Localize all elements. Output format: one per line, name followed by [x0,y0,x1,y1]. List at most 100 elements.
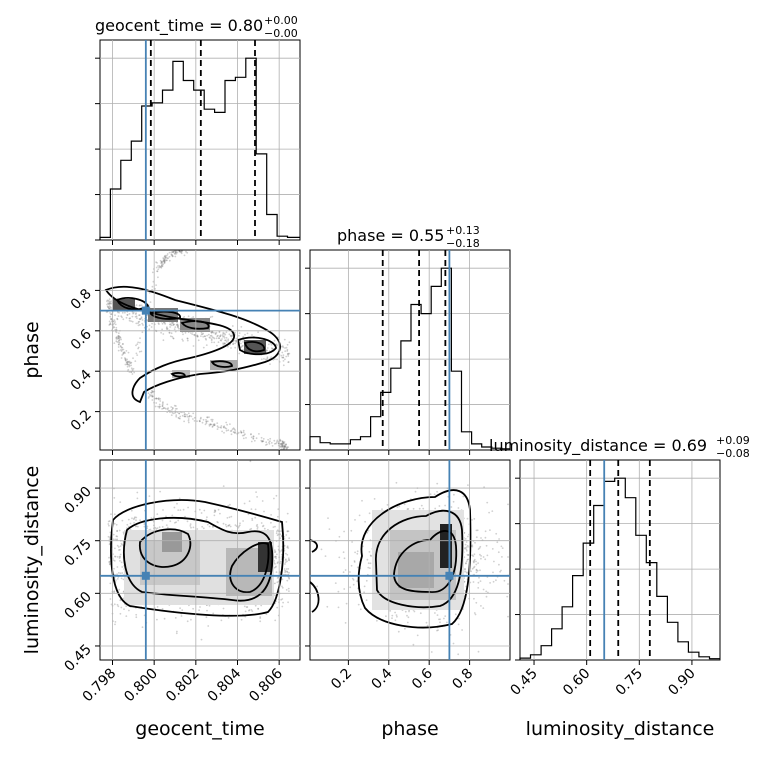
sample-point [109,322,112,324]
sample-point [230,429,233,432]
sample-point [285,446,287,448]
sample-point [147,392,150,395]
sample-point [133,517,136,520]
sample-point [241,345,244,348]
sample-point [186,339,189,342]
sample-point [175,324,178,326]
sample-point [108,543,111,546]
sample-point [187,419,190,422]
sample-point [500,545,503,548]
sample-point [139,341,141,344]
sample-point [344,569,347,571]
sample-point [161,328,164,331]
sample-point [135,312,138,314]
sample-point [281,345,284,348]
sample-point [395,614,398,616]
sample-point [281,585,283,588]
sample-point [238,524,241,527]
sample-point [288,571,290,574]
sample-point [113,513,116,516]
sample-point [136,491,139,494]
sample-point [465,562,467,565]
sample-point [263,510,265,513]
sample-point [183,248,185,250]
sample-point [228,333,231,336]
sample-point [109,312,111,314]
sample-point [286,530,289,532]
sample-point [255,491,257,493]
sample-point [288,559,290,562]
sample-point [171,321,173,324]
sample-point [172,250,175,253]
sample-point [211,331,214,334]
sample-point [124,357,127,360]
sample-point [119,599,122,602]
sample-point [129,362,131,364]
sample-point [117,315,120,317]
sample-point [344,622,347,624]
sample-point [204,423,207,426]
sample-point [168,255,171,258]
sample-point [116,573,118,576]
sample-point [162,407,165,410]
sample-point [284,444,287,447]
sample-point [287,355,290,357]
sample-point [367,566,370,569]
sample-point [175,632,178,635]
sample-point [464,570,466,573]
sample-point [178,250,181,253]
sample-point [203,509,206,512]
sample-point [465,549,468,552]
sample-point [363,585,366,588]
sample-point [462,495,465,498]
sample-point [150,391,152,394]
sample-point [164,256,167,259]
sample-point [495,579,497,582]
sample-point [151,389,153,392]
sample-point [473,565,476,568]
sample-point [210,423,212,426]
sample-point [199,420,201,423]
sample-point [245,606,248,608]
sample-point [154,405,157,408]
sample-point [154,526,157,529]
sample-point [285,570,287,573]
sample-point [187,418,190,420]
sample-point [276,581,279,584]
sample-point [223,335,226,338]
sample-point [175,414,178,416]
sample-point [231,325,234,327]
sample-point [117,332,120,335]
sample-point [186,337,189,340]
sample-point [192,418,194,420]
sample-point [156,270,159,273]
sample-point [217,341,220,344]
sample-point [196,420,198,423]
sample-point [128,317,131,320]
sample-point [164,255,166,258]
sample-point [207,333,210,336]
sample-point [174,617,177,619]
sample-point [118,557,121,559]
sample-point [337,590,340,593]
sample-point [218,331,221,333]
sample-point [242,437,245,440]
sample-point [271,445,274,447]
sample-point [158,323,160,325]
sample-point [273,549,276,552]
contour-inner [393,530,458,593]
sample-point [266,357,269,360]
sample-point [117,346,120,348]
sample-point [244,333,246,336]
sample-point [281,598,284,600]
sample-point [238,352,241,355]
sample-point [140,317,143,320]
sample-point [163,617,166,620]
sample-point [282,601,284,604]
sample-point [250,433,252,436]
sample-point [352,579,355,581]
contour-inner-1 [115,297,150,311]
sample-point [119,548,121,551]
sample-point [277,515,279,518]
sample-point [282,441,285,444]
